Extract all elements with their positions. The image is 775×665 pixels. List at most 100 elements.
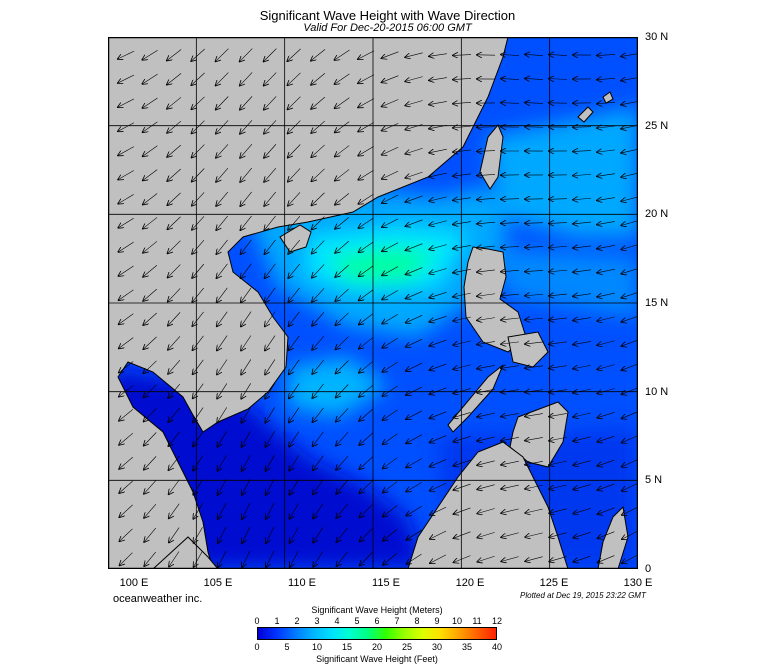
direction-arrow (192, 240, 205, 254)
direction-arrow (597, 435, 615, 442)
direction-arrow (477, 174, 496, 175)
direction-arrow (144, 551, 156, 566)
direction-arrow (264, 239, 276, 254)
direction-arrow (621, 315, 638, 322)
direction-arrow (118, 74, 135, 83)
direction-arrow (359, 480, 373, 493)
direction-arrow (169, 503, 180, 519)
direction-arrow (549, 390, 567, 393)
direction-arrow (144, 480, 157, 493)
direction-arrow (453, 174, 471, 176)
direction-arrow (167, 192, 181, 205)
direction-arrow (118, 122, 135, 132)
direction-arrow (453, 388, 471, 394)
direction-arrow (169, 551, 180, 567)
direction-arrow (621, 101, 638, 104)
direction-arrow (265, 335, 276, 351)
direction-arrow (216, 72, 229, 86)
direction-arrow (191, 48, 205, 61)
direction-arrow (477, 341, 495, 344)
direction-arrow (289, 455, 300, 470)
direction-arrow (382, 266, 399, 276)
direction-arrow (143, 264, 158, 277)
colorbar-feet-tick: 15 (341, 642, 352, 652)
direction-arrow (312, 383, 324, 398)
direction-arrow (430, 387, 447, 394)
direction-arrow (216, 96, 229, 109)
direction-arrow (525, 342, 543, 344)
direction-arrow (477, 198, 495, 199)
direction-arrow (622, 435, 638, 442)
direction-arrow (192, 192, 205, 205)
direction-arrow (241, 407, 251, 422)
direction-arrow (597, 174, 615, 177)
direction-arrow (573, 127, 592, 128)
direction-arrow (192, 144, 205, 158)
direction-arrow (549, 532, 567, 538)
direction-arrow (406, 553, 422, 564)
direction-arrow (429, 315, 447, 322)
direction-arrow (549, 366, 567, 369)
direction-arrow (169, 527, 180, 543)
direction-arrow (192, 120, 205, 134)
direction-arrow (192, 311, 204, 326)
direction-arrow (406, 434, 423, 444)
direction-arrow (167, 97, 182, 108)
direction-arrow (336, 432, 349, 445)
direction-arrow (573, 460, 591, 466)
direction-arrow (597, 364, 615, 370)
direction-arrow (549, 294, 567, 296)
direction-arrow (335, 193, 350, 204)
direction-arrow (265, 287, 276, 303)
direction-arrow (336, 408, 349, 421)
latitude-label: 30 N (645, 31, 669, 43)
direction-arrow (143, 360, 157, 373)
direction-arrow (358, 50, 375, 59)
direction-arrow (193, 527, 203, 543)
direction-arrow (144, 456, 157, 469)
direction-arrow (311, 120, 325, 133)
direction-arrow (573, 222, 591, 224)
direction-arrow (430, 459, 447, 466)
wave-direction-arrows (118, 48, 638, 568)
direction-arrow (194, 551, 203, 567)
direction-arrow (501, 366, 519, 369)
direction-arrow (336, 503, 348, 518)
direction-arrow (453, 102, 471, 103)
direction-arrow (336, 479, 349, 494)
direction-arrow (621, 196, 638, 201)
direction-arrow (429, 244, 447, 250)
direction-arrow (429, 148, 447, 153)
direction-arrow (549, 556, 567, 562)
direction-arrow (168, 359, 181, 374)
direction-arrow (337, 551, 348, 566)
direction-arrow (597, 198, 615, 201)
direction-arrow (193, 335, 204, 350)
direction-arrow (382, 75, 399, 83)
longitude-label: 130 E (623, 577, 653, 589)
direction-arrow (336, 527, 348, 542)
direction-arrow (525, 223, 544, 224)
direction-arrow (143, 145, 158, 156)
colorbar-feet-tick: 0 (254, 642, 260, 652)
longitude-label: 110 E (288, 577, 316, 589)
direction-arrow (598, 507, 615, 514)
direction-arrow (192, 216, 205, 229)
direction-arrow (118, 50, 135, 59)
direction-arrow (335, 49, 350, 60)
colorbar-meters-tick: 10 (451, 616, 462, 626)
direction-arrow (453, 126, 471, 128)
direction-arrow (525, 127, 544, 128)
direction-arrow (621, 244, 638, 249)
direction-arrow (383, 505, 398, 516)
direction-arrow (573, 270, 591, 272)
direction-arrow (265, 383, 276, 398)
direction-arrow (383, 481, 398, 493)
colorbar-meters-tick: 6 (374, 616, 380, 626)
direction-arrow (525, 294, 543, 295)
direction-arrow (359, 217, 374, 228)
direction-arrow (477, 508, 495, 514)
direction-arrow (119, 528, 133, 541)
direction-arrow (429, 339, 447, 346)
colorbar-meters-tick: 1 (274, 616, 280, 626)
